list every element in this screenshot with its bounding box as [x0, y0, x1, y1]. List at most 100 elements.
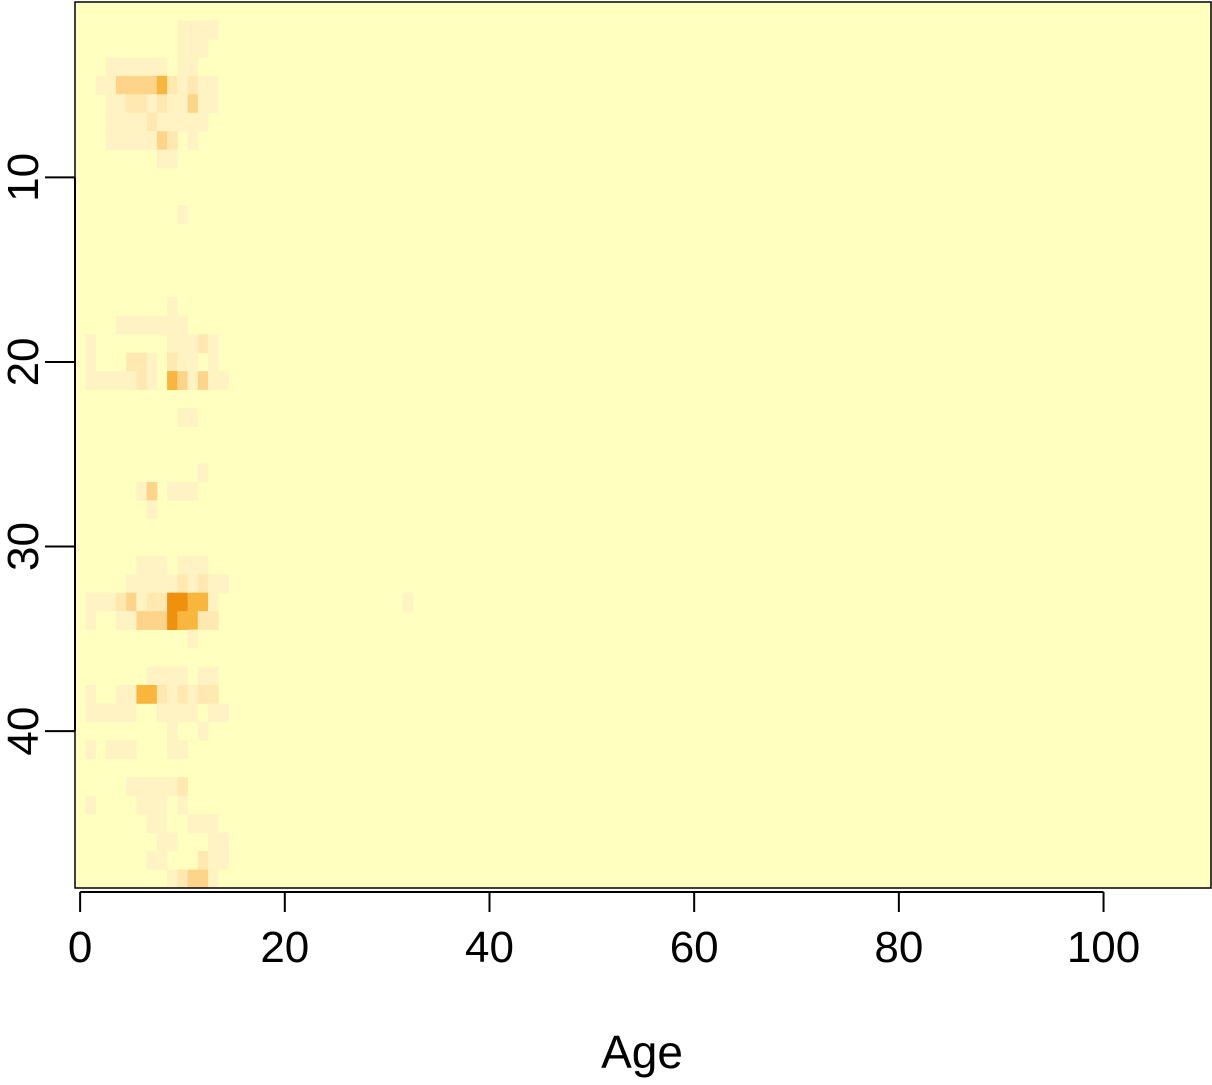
- heatmap-cell: [177, 334, 188, 354]
- x-tick-label: 0: [68, 923, 92, 972]
- heatmap-cell: [197, 684, 209, 704]
- heatmap-cell: [146, 352, 158, 372]
- heatmap-cell: [126, 703, 137, 723]
- heatmap-cell: [146, 500, 158, 520]
- heatmap-cell: [197, 814, 209, 834]
- heatmap-cell: [136, 75, 148, 95]
- heatmap-cell: [197, 666, 209, 686]
- heatmap-cell: [167, 592, 178, 612]
- heatmap-cell: [197, 574, 209, 594]
- heatmap-cell: [208, 574, 219, 594]
- heatmap-cell: [167, 481, 178, 501]
- heatmap-cell: [167, 352, 178, 372]
- heatmap-cell: [156, 315, 168, 335]
- x-tick-label: 60: [670, 923, 719, 972]
- heatmap-cell: [126, 574, 137, 594]
- heatmap-cell: [177, 408, 188, 427]
- heatmap-cell: [156, 814, 168, 834]
- heatmap-cell: [177, 777, 188, 797]
- heatmap-cell: [136, 684, 148, 704]
- heatmap-cell: [208, 869, 219, 889]
- heatmap-cell: [208, 684, 219, 704]
- heatmap-cell: [136, 112, 148, 132]
- heatmap-cell: [208, 666, 219, 686]
- heatmap-cell: [115, 94, 127, 114]
- heatmap-cell: [85, 740, 96, 760]
- heatmap-cell: [115, 611, 127, 630]
- heatmap-cell: [197, 721, 209, 741]
- heatmap-cell: [85, 352, 96, 372]
- heatmap-cell: [187, 112, 199, 132]
- heatmap-cell: [105, 592, 117, 612]
- heatmap-cell: [136, 592, 148, 612]
- heatmap-cell: [187, 20, 199, 40]
- heatmap-cell: [167, 131, 178, 151]
- heatmap-cell: [105, 740, 117, 760]
- heatmap-cell: [146, 75, 158, 95]
- y-tick-label: 10: [0, 153, 48, 202]
- heatmap-cell: [187, 352, 199, 372]
- heatmap-cell: [197, 611, 209, 630]
- heatmap-cell: [136, 611, 148, 630]
- heatmap-cell: [136, 777, 148, 797]
- heatmap-cell: [126, 352, 137, 372]
- heatmap-cell: [136, 94, 148, 114]
- heatmap-cell: [218, 832, 229, 852]
- heatmap-cell: [187, 481, 199, 501]
- heatmap-cell: [156, 149, 168, 169]
- heatmap-cell: [197, 75, 209, 95]
- heatmap-cell: [146, 315, 158, 335]
- heatmap-cell: [146, 57, 158, 77]
- heatmap-cell: [177, 315, 188, 335]
- heatmap-cell: [85, 684, 96, 704]
- heatmap-cell: [177, 574, 188, 594]
- heatmap-cell: [85, 703, 96, 723]
- heatmap-cell: [167, 740, 178, 760]
- heatmap-cell: [156, 75, 168, 95]
- heatmap-cell: [177, 555, 188, 575]
- heatmap-cell: [146, 666, 158, 686]
- heatmap-cell: [156, 112, 168, 132]
- heatmap-cell: [115, 131, 127, 151]
- heatmap-cell: [136, 555, 148, 575]
- heatmap-cell: [105, 112, 117, 132]
- heatmap-cell: [187, 611, 199, 630]
- heatmap-cell: [115, 740, 127, 760]
- heatmap-cell: [85, 795, 96, 815]
- heatmap-cell: [167, 149, 178, 169]
- heatmap-cell: [167, 684, 178, 704]
- heatmap-cell: [187, 574, 199, 594]
- heatmap-cell: [105, 131, 117, 151]
- heatmap-cell: [146, 555, 158, 575]
- heatmap-cell: [156, 611, 168, 630]
- heatmap-cell: [156, 703, 168, 723]
- heatmap-cell: [156, 832, 168, 852]
- heatmap-cell: [197, 555, 209, 575]
- heatmap-cell: [167, 334, 178, 354]
- heatmap-cell: [187, 75, 199, 95]
- heatmap-cell: [177, 795, 188, 815]
- heatmap-cell: [126, 75, 137, 95]
- heatmap-cell: [187, 592, 199, 612]
- heatmap-cell: [156, 555, 168, 575]
- heatmap-cell: [187, 629, 199, 649]
- heatmap-cell: [187, 408, 199, 427]
- heatmap-cell: [167, 666, 178, 686]
- heatmap-cell: [167, 703, 178, 723]
- heatmap-cell: [177, 94, 188, 114]
- heatmap-cell: [126, 611, 137, 630]
- heatmap-cell: [105, 94, 117, 114]
- heatmap-cell: [187, 371, 199, 391]
- heatmap-cell: [177, 20, 188, 40]
- heatmap-cell: [136, 795, 148, 815]
- heatmap-cell: [208, 334, 219, 354]
- heatmap-cell: [177, 703, 188, 723]
- heatmap-cell: [218, 574, 229, 594]
- heatmap-cell: [167, 777, 178, 797]
- heatmap-cell: [187, 703, 199, 723]
- heatmap-cell: [197, 869, 209, 889]
- x-tick-label: 100: [1067, 923, 1140, 972]
- heatmap-cell: [146, 795, 158, 815]
- x-tick-label: 80: [874, 923, 923, 972]
- plot-background: [75, 2, 1211, 888]
